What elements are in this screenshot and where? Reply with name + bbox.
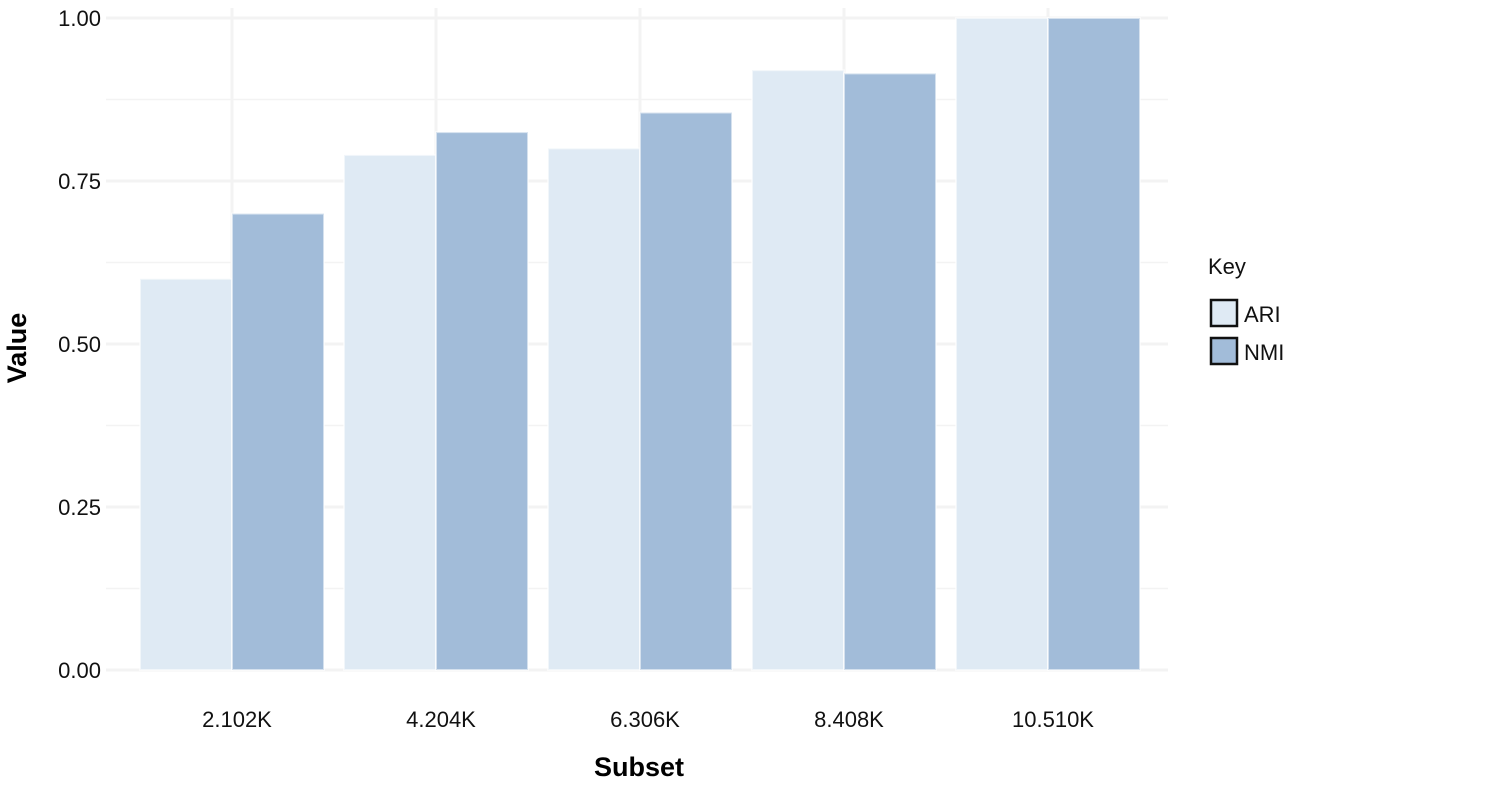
x-axis-ticks: 2.102K 4.204K 6.306K 8.408K 10.510K (202, 707, 1094, 732)
y-axis-ticks: 0.00 0.25 0.50 0.75 1.00 (58, 6, 101, 683)
x-tick-label: 2.102K (202, 707, 272, 732)
legend-items: ARI NMI (1209, 298, 1284, 366)
bar-ari-1 (343, 153, 437, 672)
bar-ari-4 (955, 17, 1049, 671)
legend-label-nmi: NMI (1244, 340, 1284, 365)
bars (139, 17, 1141, 672)
bar-nmi-2 (639, 111, 733, 672)
legend-swatch-nmi (1209, 336, 1239, 366)
y-tick-label: 0.75 (58, 169, 101, 194)
y-tick-label: 0.50 (58, 332, 101, 357)
x-tick-label: 10.510K (1012, 707, 1094, 732)
bar-ari-2 (547, 147, 641, 671)
y-axis-title: Value (2, 313, 32, 384)
y-tick-label: 0.00 (58, 658, 101, 683)
bar-nmi-4 (1047, 17, 1141, 671)
x-tick-label: 6.306K (610, 707, 680, 732)
legend-title: Key (1208, 254, 1246, 279)
y-tick-label: 1.00 (58, 6, 101, 31)
bar-nmi-3 (843, 72, 937, 672)
bar-ari-0 (139, 277, 233, 671)
x-tick-label: 8.408K (814, 707, 884, 732)
legend-swatch-ari (1209, 298, 1239, 328)
bar-nmi-1 (435, 131, 529, 672)
x-axis-title: Subset (594, 752, 684, 782)
x-tick-label: 4.204K (406, 707, 476, 732)
bar-nmi-0 (231, 212, 325, 671)
legend: Key ARI NMI (1208, 254, 1284, 366)
bar-ari-3 (751, 69, 845, 672)
legend-label-ari: ARI (1244, 302, 1281, 327)
y-tick-label: 0.25 (58, 495, 101, 520)
